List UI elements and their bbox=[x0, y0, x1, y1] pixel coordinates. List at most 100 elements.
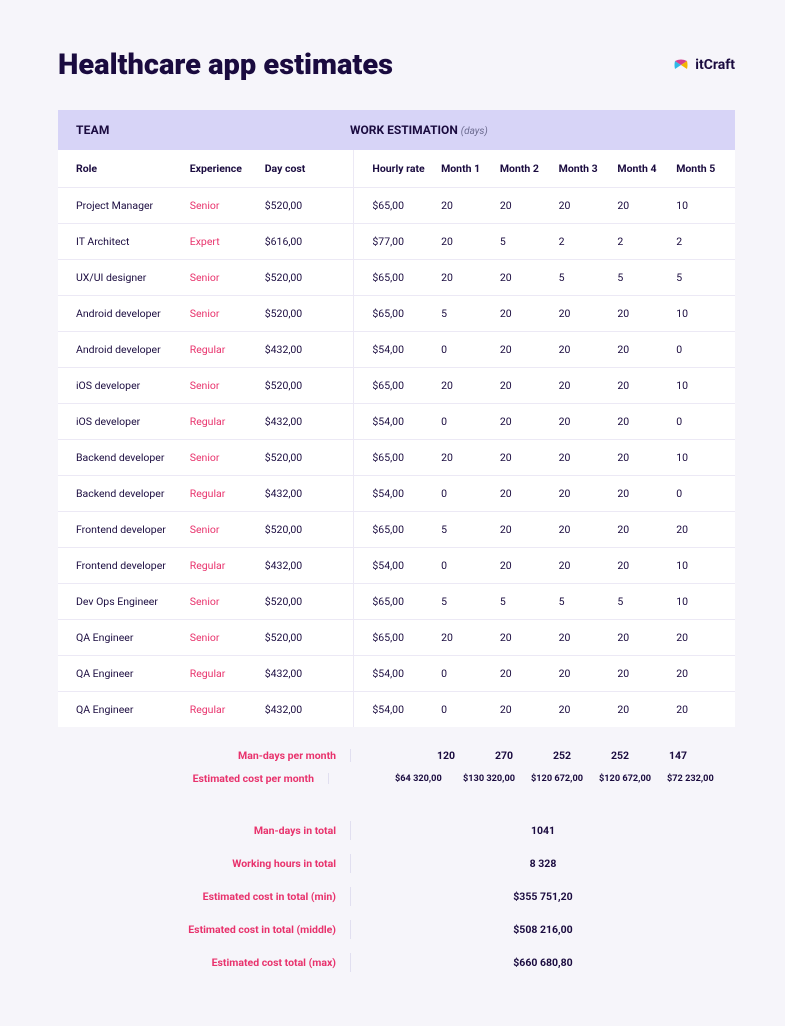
cell-day-cost: $432,00 bbox=[265, 692, 354, 728]
totals-row: Estimated cost total (max)$660 680,80 bbox=[58, 953, 735, 972]
work-unit-label: (days) bbox=[461, 126, 488, 137]
col-role: Role bbox=[58, 150, 190, 188]
table-row: Frontend developerSenior$520,00$65,00520… bbox=[58, 512, 735, 548]
cell-month-2: 20 bbox=[500, 692, 559, 728]
cell-month-2: 20 bbox=[500, 368, 559, 404]
cell-experience: Senior bbox=[190, 368, 265, 404]
cell-day-cost: $520,00 bbox=[265, 188, 354, 224]
estimates-table: Role Experience Day cost Hourly rate Mon… bbox=[58, 150, 735, 727]
cell-month-1: 0 bbox=[441, 476, 500, 512]
cell-experience: Regular bbox=[190, 476, 265, 512]
cell-experience: Senior bbox=[190, 620, 265, 656]
cell-month-4: 20 bbox=[617, 440, 676, 476]
col-hourly-rate: Hourly rate bbox=[354, 150, 441, 188]
cell-month-3: 20 bbox=[559, 188, 618, 224]
cell-role: Android developer bbox=[58, 332, 190, 368]
cell-role: Android developer bbox=[58, 296, 190, 332]
cell-month-5: 20 bbox=[676, 620, 735, 656]
cell-month-3: 20 bbox=[559, 440, 618, 476]
col-day-cost: Day cost bbox=[265, 150, 354, 188]
cell-hourly-rate: $77,00 bbox=[354, 224, 441, 260]
cell-month-1: 20 bbox=[441, 224, 500, 260]
cost-m3: $120 672,00 bbox=[531, 773, 599, 784]
cell-experience: Expert bbox=[190, 224, 265, 260]
cell-hourly-rate: $65,00 bbox=[354, 260, 441, 296]
cell-month-4: 20 bbox=[617, 404, 676, 440]
work-estimation-label: WORK ESTIMATION bbox=[350, 123, 458, 137]
cell-month-2: 5 bbox=[500, 224, 559, 260]
cell-day-cost: $520,00 bbox=[265, 260, 354, 296]
man-days-label: Man-days per month bbox=[58, 749, 350, 762]
cell-hourly-rate: $54,00 bbox=[354, 476, 441, 512]
cell-day-cost: $520,00 bbox=[265, 512, 354, 548]
cell-experience: Regular bbox=[190, 332, 265, 368]
table-row: IT ArchitectExpert$616,00$77,00205222 bbox=[58, 224, 735, 260]
table-row: Android developerSenior$520,00$65,005202… bbox=[58, 296, 735, 332]
cell-day-cost: $520,00 bbox=[265, 368, 354, 404]
itcraft-logo-icon bbox=[671, 55, 691, 75]
cell-month-4: 20 bbox=[617, 296, 676, 332]
man-days-m5: 147 bbox=[669, 749, 727, 762]
totals-row: Estimated cost in total (min)$355 751,20 bbox=[58, 887, 735, 906]
table-row: UX/UI designerSenior$520,00$65,002020555 bbox=[58, 260, 735, 296]
totals-label: Estimated cost total (max) bbox=[58, 956, 350, 969]
cell-month-4: 20 bbox=[617, 188, 676, 224]
table-body: Project ManagerSenior$520,00$65,00202020… bbox=[58, 188, 735, 728]
cell-experience: Regular bbox=[190, 656, 265, 692]
cell-hourly-rate: $65,00 bbox=[354, 620, 441, 656]
cell-hourly-rate: $54,00 bbox=[354, 404, 441, 440]
cell-month-4: 20 bbox=[617, 512, 676, 548]
cell-month-1: 0 bbox=[441, 692, 500, 728]
cell-role: Frontend developer bbox=[58, 512, 190, 548]
totals-row: Estimated cost in total (middle)$508 216… bbox=[58, 920, 735, 939]
cell-role: Frontend developer bbox=[58, 548, 190, 584]
man-days-m1: 120 bbox=[437, 749, 495, 762]
cell-month-5: 20 bbox=[676, 512, 735, 548]
table-row: Project ManagerSenior$520,00$65,00202020… bbox=[58, 188, 735, 224]
cell-month-5: 0 bbox=[676, 332, 735, 368]
monthly-cost-values: $64 320,00 $130 320,00 $120 672,00 $120 … bbox=[328, 773, 735, 784]
section-team-label: TEAM bbox=[58, 110, 350, 150]
table-row: Backend developerSenior$520,00$65,002020… bbox=[58, 440, 735, 476]
cell-month-3: 20 bbox=[559, 332, 618, 368]
cell-role: IT Architect bbox=[58, 224, 190, 260]
totals-value: 8 328 bbox=[350, 854, 735, 873]
cell-month-1: 20 bbox=[441, 368, 500, 404]
cell-month-5: 0 bbox=[676, 476, 735, 512]
monthly-summary: Man-days per month 120 270 252 252 147 E… bbox=[58, 749, 735, 785]
cell-month-1: 0 bbox=[441, 656, 500, 692]
cell-month-3: 20 bbox=[559, 548, 618, 584]
cell-month-4: 20 bbox=[617, 620, 676, 656]
monthly-cost-label: Estimated cost per month bbox=[58, 772, 328, 785]
totals-summary: Man-days in total1041Working hours in to… bbox=[58, 821, 735, 972]
table-row: QA EngineerRegular$432,00$54,00020202020 bbox=[58, 656, 735, 692]
cell-role: QA Engineer bbox=[58, 692, 190, 728]
cell-month-5: 10 bbox=[676, 548, 735, 584]
cell-month-2: 20 bbox=[500, 512, 559, 548]
cell-month-2: 20 bbox=[500, 296, 559, 332]
cell-month-3: 5 bbox=[559, 260, 618, 296]
totals-row: Man-days in total1041 bbox=[58, 821, 735, 840]
cell-month-4: 20 bbox=[617, 692, 676, 728]
cell-month-1: 0 bbox=[441, 404, 500, 440]
cell-experience: Regular bbox=[190, 548, 265, 584]
cell-month-3: 5 bbox=[559, 584, 618, 620]
cell-role: Backend developer bbox=[58, 476, 190, 512]
man-days-m4: 252 bbox=[611, 749, 669, 762]
cell-hourly-rate: $65,00 bbox=[354, 512, 441, 548]
cell-month-3: 20 bbox=[559, 404, 618, 440]
cell-month-5: 10 bbox=[676, 296, 735, 332]
cell-month-2: 20 bbox=[500, 188, 559, 224]
cell-month-5: 10 bbox=[676, 368, 735, 404]
cell-experience: Senior bbox=[190, 188, 265, 224]
cell-experience: Senior bbox=[190, 296, 265, 332]
col-month-3: Month 3 bbox=[559, 150, 618, 188]
cell-role: UX/UI designer bbox=[58, 260, 190, 296]
cell-month-2: 20 bbox=[500, 332, 559, 368]
cell-month-5: 0 bbox=[676, 404, 735, 440]
page-title: Healthcare app estimates bbox=[58, 48, 393, 82]
cell-experience: Senior bbox=[190, 440, 265, 476]
cell-month-5: 10 bbox=[676, 440, 735, 476]
table-row: Android developerRegular$432,00$54,00020… bbox=[58, 332, 735, 368]
cell-hourly-rate: $54,00 bbox=[354, 692, 441, 728]
